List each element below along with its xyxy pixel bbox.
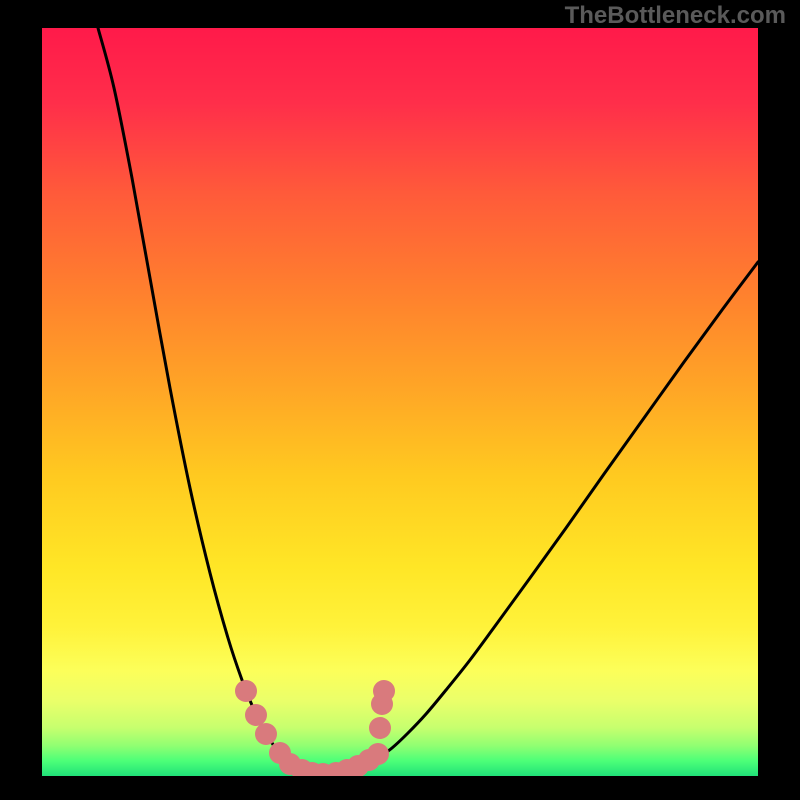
data-marker [255,723,277,745]
chart-root: TheBottleneck.com [0,0,800,800]
plot-area [42,28,758,776]
data-marker [245,704,267,726]
data-marker [235,680,257,702]
data-marker [367,743,389,765]
data-marker [373,680,395,702]
markers-layer [42,28,758,776]
data-marker [369,717,391,739]
watermark-text: TheBottleneck.com [565,2,786,30]
